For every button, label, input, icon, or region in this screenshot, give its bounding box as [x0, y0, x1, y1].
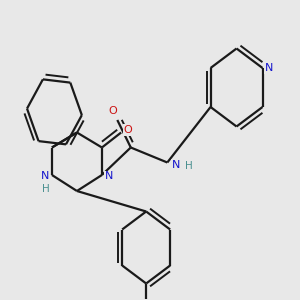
Text: O: O [123, 125, 132, 135]
Text: O: O [142, 299, 151, 300]
Text: H: H [41, 184, 49, 194]
Text: N: N [265, 63, 273, 73]
Text: O: O [108, 106, 117, 116]
Text: N: N [41, 172, 50, 182]
Text: N: N [172, 160, 180, 170]
Text: H: H [184, 161, 192, 172]
Text: N: N [105, 172, 113, 182]
